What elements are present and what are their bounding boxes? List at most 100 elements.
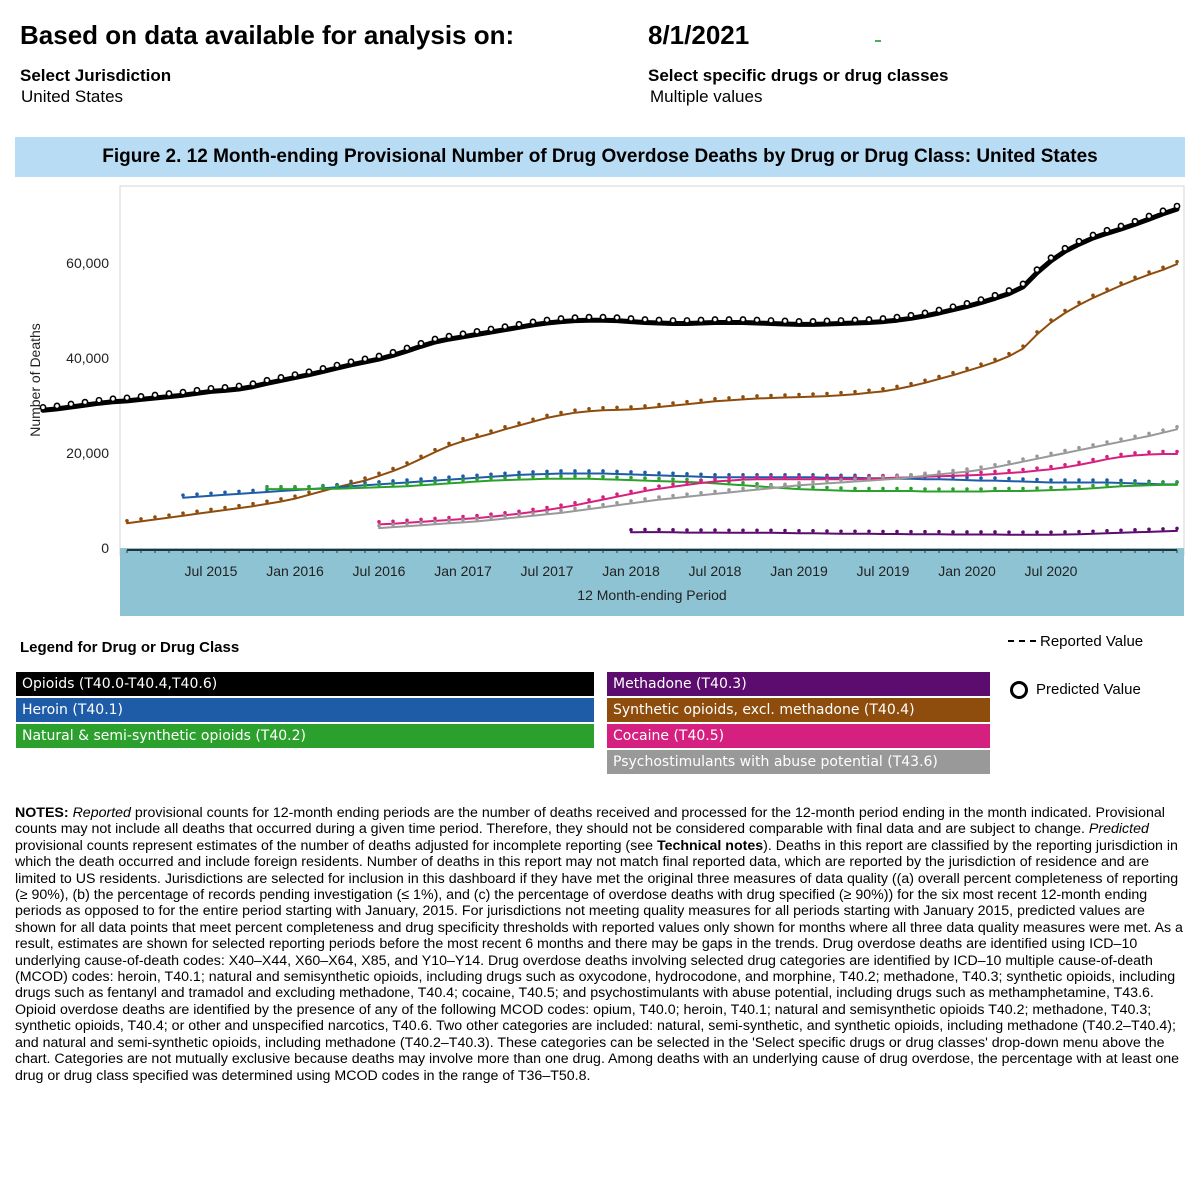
predicted-point — [629, 489, 633, 494]
predicted-point — [963, 299, 971, 307]
predicted-point — [433, 516, 437, 521]
series-line — [40, 206, 1180, 413]
legend-item-cocaine[interactable]: Cocaine (T40.5) — [606, 723, 991, 749]
predicted-point — [391, 482, 395, 487]
predicted-point — [965, 366, 969, 371]
predicted-point — [713, 477, 717, 481]
predicted-point — [657, 495, 661, 499]
x-tick-label: Jul 2016 — [353, 563, 406, 579]
predicted-point — [1133, 528, 1137, 532]
legend-item-opioids[interactable]: Opioids (T40.0-T40.4,T40.6) — [15, 671, 595, 697]
predicted-point — [1021, 477, 1025, 481]
predicted-point — [699, 472, 703, 477]
predicted-point — [1077, 529, 1081, 534]
predicted-point — [839, 474, 843, 479]
notes-reported-term: Reported — [72, 805, 131, 821]
predicted-point — [949, 303, 957, 311]
predicted-point — [937, 487, 941, 491]
predicted-point — [39, 403, 47, 411]
predicted-point — [517, 475, 521, 479]
predicted-point — [1035, 477, 1039, 482]
predicted-point — [1091, 443, 1095, 447]
predicted-point — [935, 306, 943, 314]
predicted-point — [825, 474, 829, 479]
predicted-point — [179, 388, 187, 396]
predicted-point — [307, 484, 311, 489]
predicted-point — [657, 527, 661, 532]
predicted-point — [797, 474, 801, 479]
predicted-point — [923, 529, 927, 534]
technical-notes-link[interactable]: Technical notes — [656, 837, 764, 854]
predicted-point — [769, 528, 773, 533]
predicted-point — [867, 529, 871, 534]
predicted-point — [1119, 452, 1123, 457]
predicted-point — [811, 474, 815, 479]
predicted-point — [1021, 530, 1025, 535]
predicted-point — [1147, 527, 1151, 532]
predicted-point — [531, 417, 535, 422]
predicted-point — [755, 481, 759, 486]
predicted-point — [391, 466, 395, 471]
predicted-point — [1089, 231, 1097, 239]
predicted-point — [671, 471, 675, 476]
predicted-point — [1147, 431, 1151, 436]
y-tick-label: 20,000 — [66, 445, 109, 461]
predicted-point — [979, 487, 983, 491]
predicted-point — [979, 470, 983, 475]
predicted-point — [559, 503, 563, 507]
predicted-value-circle-icon — [1010, 681, 1028, 699]
predicted-point — [643, 527, 647, 532]
predicted-point — [809, 318, 817, 325]
x-tick-label: Jan 2020 — [938, 563, 996, 579]
legend-left-column: Opioids (T40.0-T40.4,T40.6) Heroin (T40.… — [15, 671, 595, 749]
legend-item-synthetic-opioids[interactable]: Synthetic opioids, excl. methadone (T40.… — [606, 697, 991, 723]
predicted-point — [979, 465, 983, 469]
legend-item-label: Heroin (T40.1) — [22, 702, 124, 718]
predicted-point — [951, 468, 955, 473]
x-tick-label: Jul 2015 — [185, 563, 238, 579]
predicted-point — [237, 503, 241, 508]
predicted-point — [531, 511, 535, 516]
predicted-point — [797, 481, 801, 485]
predicted-point — [1063, 463, 1067, 467]
predicted-point — [937, 529, 941, 534]
predicted-point — [797, 528, 801, 533]
legend-item-psychostimulants[interactable]: Psychostimulants with abuse potential (T… — [606, 749, 991, 775]
predicted-point — [1159, 207, 1167, 215]
predicted-point — [893, 313, 901, 321]
drug-class-select[interactable]: Multiple values — [650, 87, 763, 106]
predicted-point — [671, 528, 675, 532]
loading-indicator — [875, 40, 881, 42]
notes-text: provisional counts represent estimates o… — [15, 837, 657, 854]
predicted-point — [571, 314, 579, 322]
predicted-point — [1021, 457, 1025, 461]
predicted-point — [517, 421, 521, 425]
predicted-point — [993, 469, 997, 474]
predicted-point — [587, 469, 591, 473]
jurisdiction-select[interactable]: United States — [21, 87, 124, 106]
predicted-point — [1147, 450, 1151, 454]
predicted-point — [573, 408, 577, 413]
overdose-line-chart: Jul 2015 Jan 2016 Jul 2016 Jan 2017 Jul 2017… — [27, 185, 1185, 616]
predicted-point — [657, 402, 661, 407]
predicted-point — [573, 500, 577, 505]
predicted-point — [1035, 466, 1039, 470]
predicted-point — [601, 406, 605, 410]
predicted-point — [965, 487, 969, 491]
legend-item-methadone[interactable]: Methadone (T40.3) — [606, 671, 991, 697]
predicted-point — [1105, 482, 1109, 487]
legend-item-heroin[interactable]: Heroin (T40.1) — [15, 697, 595, 723]
predicted-point — [391, 519, 395, 524]
predicted-point — [977, 296, 985, 303]
predicted-point — [585, 313, 593, 321]
predicted-point — [515, 320, 523, 328]
predicted-point — [1035, 486, 1039, 490]
predicted-point — [405, 518, 409, 523]
predicted-point — [291, 371, 299, 378]
predicted-point — [979, 530, 983, 534]
predicted-point — [1091, 293, 1095, 298]
predicted-point — [81, 398, 89, 406]
legend-item-natural-semisynthetic[interactable]: Natural & semi-synthetic opioids (T40.2) — [15, 723, 595, 749]
predicted-point — [1091, 529, 1095, 534]
predicted-point — [825, 479, 829, 483]
